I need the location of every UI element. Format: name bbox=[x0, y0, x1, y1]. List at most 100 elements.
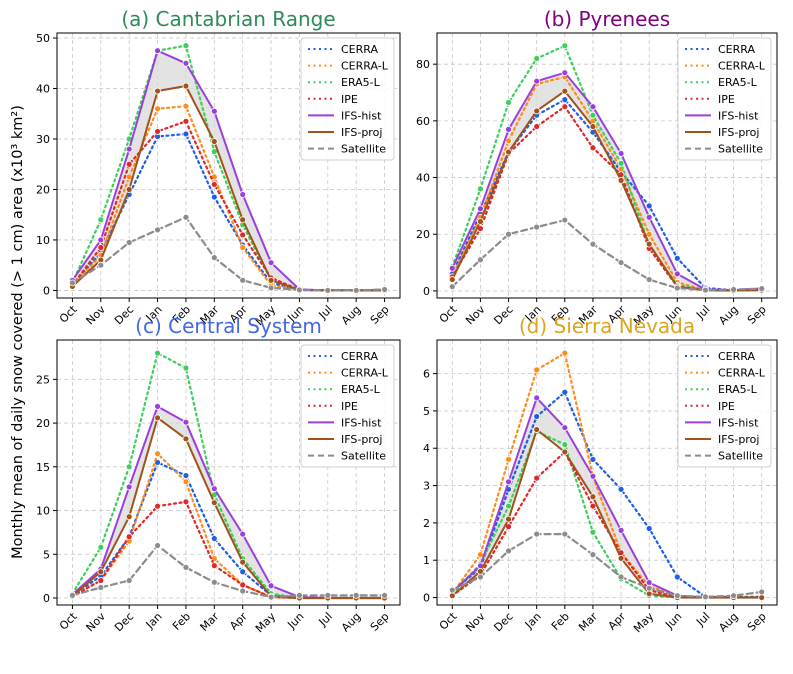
legend-label: CERRA bbox=[341, 43, 378, 56]
data-point bbox=[533, 77, 541, 85]
data-point bbox=[561, 96, 569, 104]
data-point bbox=[758, 285, 766, 293]
data-point bbox=[154, 502, 161, 510]
data-point bbox=[239, 530, 247, 538]
data-point bbox=[645, 202, 653, 210]
y-tick-label: 5 bbox=[423, 405, 430, 418]
ifs-shaded-band bbox=[72, 50, 385, 291]
data-point bbox=[448, 283, 456, 291]
series-satellite bbox=[448, 216, 766, 294]
data-point bbox=[210, 578, 218, 586]
data-point bbox=[589, 502, 597, 510]
y-tick-label: 10 bbox=[36, 505, 50, 518]
legend-box bbox=[300, 37, 395, 161]
data-point bbox=[154, 87, 161, 95]
data-point bbox=[561, 349, 569, 357]
data-point bbox=[125, 463, 133, 471]
y-tick-label: 2 bbox=[423, 517, 430, 530]
data-point bbox=[505, 502, 512, 510]
data-point bbox=[125, 186, 133, 193]
legend-label: ERA5-L bbox=[341, 76, 381, 89]
y-tick-label: 80 bbox=[416, 58, 430, 71]
data-point bbox=[97, 584, 105, 591]
data-point bbox=[617, 259, 625, 266]
data-point bbox=[505, 478, 512, 486]
data-point bbox=[154, 226, 161, 234]
y-tick-label: 6 bbox=[423, 368, 430, 381]
data-point bbox=[589, 493, 597, 501]
legend-box bbox=[677, 344, 772, 468]
y-tick-label: 20 bbox=[36, 417, 50, 430]
legend-label: Satellite bbox=[341, 450, 386, 463]
axes-frame bbox=[56, 32, 401, 299]
legend: CERRA CERRA-L ERA5-L IPE IFS-hist IFS-proj Sat… bbox=[677, 37, 772, 161]
data-point bbox=[589, 111, 597, 119]
data-point bbox=[730, 592, 737, 600]
data-point bbox=[533, 474, 541, 482]
data-point bbox=[561, 448, 569, 456]
legend: CERRA CERRA-L ERA5-L IPE IFS-hist IFS-proj Sat… bbox=[300, 344, 395, 468]
data-point bbox=[210, 181, 218, 188]
legend-label: CERRA-L bbox=[718, 60, 766, 73]
data-point bbox=[154, 349, 161, 357]
data-point bbox=[617, 526, 625, 534]
data-point bbox=[69, 279, 76, 287]
data-point bbox=[505, 230, 512, 238]
data-point bbox=[182, 435, 190, 443]
legend: CERRA CERRA-L ERA5-L IPE IFS-hist IFS-proj Sat… bbox=[300, 37, 395, 161]
data-point bbox=[533, 530, 541, 538]
data-point bbox=[533, 366, 541, 374]
y-tick-label: 60 bbox=[416, 115, 430, 128]
legend-label: ERA5-L bbox=[341, 383, 381, 396]
data-point bbox=[125, 145, 133, 153]
data-point bbox=[239, 231, 247, 239]
figure-ylabel: Monthly mean of daily snow covered (> 1 … bbox=[10, 105, 26, 559]
data-point bbox=[561, 388, 569, 396]
series-satellite bbox=[69, 213, 388, 294]
legend-label: CERRA-L bbox=[341, 367, 389, 380]
y-tick-label: 0 bbox=[423, 285, 430, 298]
legend-box bbox=[300, 344, 395, 468]
data-point bbox=[182, 42, 190, 50]
data-point bbox=[477, 218, 484, 225]
data-point bbox=[645, 584, 653, 592]
data-point bbox=[154, 128, 161, 135]
data-point bbox=[533, 394, 541, 402]
data-point bbox=[561, 69, 569, 77]
data-point bbox=[589, 123, 597, 130]
data-point bbox=[296, 286, 303, 294]
legend-label: IFS-proj bbox=[718, 126, 759, 139]
legend-label: IFS-proj bbox=[341, 126, 382, 139]
panel-title: (b) Pyrenees bbox=[544, 7, 670, 31]
data-point bbox=[533, 55, 541, 62]
data-point bbox=[69, 591, 76, 599]
series-line bbox=[71, 544, 386, 599]
data-point bbox=[645, 590, 653, 598]
data-point bbox=[589, 528, 597, 536]
data-point bbox=[561, 103, 569, 111]
data-point bbox=[533, 413, 541, 420]
legend-label: CERRA bbox=[341, 350, 378, 363]
legend-label: IFS-proj bbox=[341, 433, 382, 446]
series-line bbox=[451, 532, 763, 598]
data-point bbox=[505, 137, 512, 145]
data-point bbox=[448, 276, 456, 283]
data-point bbox=[730, 286, 737, 293]
data-point bbox=[154, 105, 161, 113]
data-point bbox=[702, 593, 709, 601]
data-point bbox=[125, 533, 133, 541]
data-point bbox=[758, 588, 766, 596]
data-point bbox=[561, 424, 569, 432]
data-point bbox=[97, 244, 105, 251]
data-point bbox=[477, 573, 484, 581]
data-point bbox=[645, 579, 653, 587]
data-point bbox=[154, 450, 161, 458]
data-point bbox=[448, 592, 456, 600]
y-tick-label: 3 bbox=[423, 480, 430, 493]
data-point bbox=[125, 239, 133, 246]
data-point bbox=[448, 264, 456, 272]
data-point bbox=[182, 130, 190, 138]
